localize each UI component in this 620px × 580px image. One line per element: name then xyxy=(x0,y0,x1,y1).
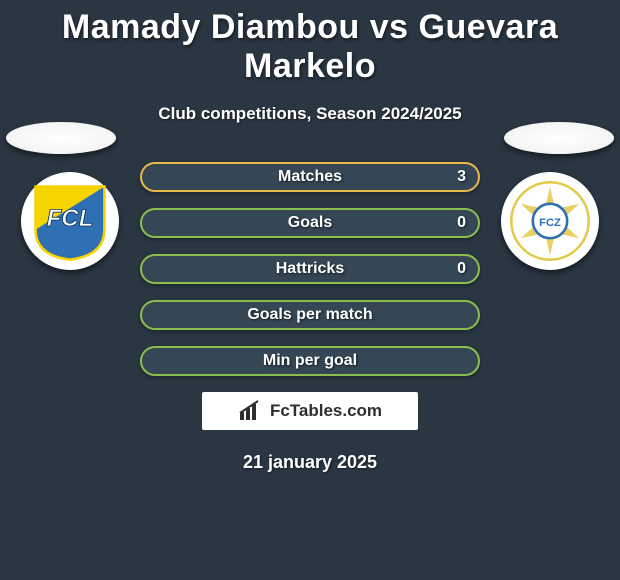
svg-text:FCZ: FCZ xyxy=(539,217,561,229)
brand-badge: FcTables.com xyxy=(202,392,418,430)
page-title: Mamady Diambou vs Guevara Markelo xyxy=(0,8,620,86)
club-badge-right: FCZ xyxy=(501,172,599,270)
stat-label: Goals xyxy=(142,214,478,232)
stat-right-value: 0 xyxy=(457,260,466,278)
stat-row-gpm: Goals per match xyxy=(140,300,480,330)
player-photo-left xyxy=(6,122,116,154)
bar-chart-icon xyxy=(238,400,264,422)
stat-row-goals: Goals 0 xyxy=(140,208,480,238)
fcz-crest-icon: FCZ xyxy=(507,178,593,264)
page-subtitle: Club competitions, Season 2024/2025 xyxy=(0,104,620,124)
stats-list: Matches 3 Goals 0 Hattricks 0 Goals per … xyxy=(140,162,480,376)
svg-text:FCL: FCL xyxy=(47,205,94,232)
stat-right-value: 0 xyxy=(457,214,466,232)
stat-row-hattricks: Hattricks 0 xyxy=(140,254,480,284)
generation-date: 21 january 2025 xyxy=(0,452,620,473)
player-photo-right xyxy=(504,122,614,154)
stat-label: Matches xyxy=(142,168,478,186)
stat-row-matches: Matches 3 xyxy=(140,162,480,192)
fcl-crest-icon: FCL xyxy=(27,178,113,264)
stat-right-value: 3 xyxy=(457,168,466,186)
comparison-card: Mamady Diambou vs Guevara Markelo Club c… xyxy=(0,0,620,473)
brand-text: FcTables.com xyxy=(270,401,382,421)
stat-label: Min per goal xyxy=(142,352,478,370)
club-badge-left: FCL xyxy=(21,172,119,270)
stat-row-mpg: Min per goal xyxy=(140,346,480,376)
stat-label: Goals per match xyxy=(142,306,478,324)
stat-label: Hattricks xyxy=(142,260,478,278)
